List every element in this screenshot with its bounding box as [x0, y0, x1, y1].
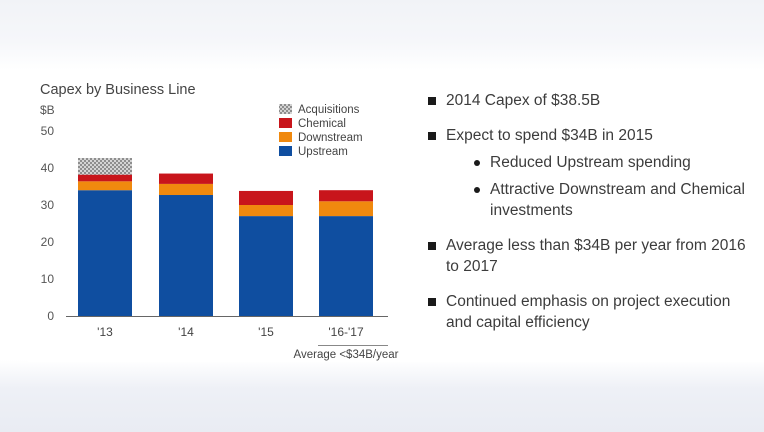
y-tick-label: 10 — [41, 272, 55, 286]
bullet-item: 2014 Capex of $38.5B — [424, 90, 754, 111]
bullet-item: Continued emphasis on project execution … — [424, 291, 754, 333]
legend-label-upstream: Upstream — [298, 146, 348, 158]
x-tick-label: '13 — [97, 325, 113, 339]
x-tick-label: '14 — [178, 325, 194, 339]
chart-title: Capex by Business Line — [40, 82, 196, 98]
bar-chemical-1 — [159, 173, 213, 184]
bullet-text: Expect to spend $34B in 2015 — [446, 127, 653, 144]
key-points: 2014 Capex of $38.5B Expect to spend $34B… — [424, 90, 754, 347]
sub-bullet-list: Reduced Upstream spending Attractive Down… — [446, 152, 754, 221]
bullet-text: 2014 Capex of $38.5B — [446, 92, 601, 109]
legend-label-chemical: Chemical — [298, 118, 346, 130]
y-tick-label: 0 — [47, 309, 54, 323]
bottom-background-band — [0, 360, 764, 432]
bullet-item: Average less than $34B per year from 201… — [424, 235, 754, 277]
bar-downstream-1 — [159, 183, 213, 196]
x-tick-label: '15 — [258, 325, 274, 339]
legend-swatch-chemical — [279, 118, 292, 128]
bar-chemical-3 — [319, 190, 373, 202]
legend-swatch-upstream — [279, 146, 292, 156]
bar-chemical-2 — [239, 190, 293, 205]
bar-upstream-3 — [319, 216, 373, 316]
bar-acquisitions-0 — [78, 158, 132, 175]
y-tick-label: 40 — [41, 161, 55, 175]
bullet-text: Continued emphasis on project execution … — [446, 293, 731, 331]
y-tick-label: 20 — [41, 235, 55, 249]
slide-panel — [28, 70, 764, 362]
bullet-text: Average less than $34B per year from 201… — [446, 237, 746, 275]
capex-chart: Acquisitions Chemical Downstream Upstream C… — [40, 82, 399, 361]
y-axis-label: $B — [40, 103, 55, 117]
legend-swatch-downstream — [279, 132, 292, 142]
legend-swatch-acquisitions — [279, 104, 292, 114]
y-tick-label: 50 — [41, 124, 55, 138]
bar-chemical-0 — [78, 174, 132, 182]
bar-downstream-0 — [78, 181, 132, 191]
bar-upstream-0 — [78, 190, 132, 316]
bar-downstream-3 — [319, 201, 373, 217]
sub-bullet-item: Attractive Downstream and Chemical inves… — [446, 179, 754, 221]
bullet-item: Expect to spend $34B in 2015 Reduced Upst… — [424, 125, 754, 221]
sub-bullet-item: Reduced Upstream spending — [446, 152, 754, 173]
annotation-text: Average <$34B/year — [294, 349, 399, 361]
x-tick-label: '16-'17 — [328, 325, 364, 339]
legend-label-acquisitions: Acquisitions — [298, 104, 360, 116]
y-tick-label: 30 — [41, 198, 55, 212]
bar-downstream-2 — [239, 205, 293, 217]
top-background-band — [0, 0, 764, 70]
bar-upstream-2 — [239, 216, 293, 316]
legend-label-downstream: Downstream — [298, 132, 363, 144]
bar-upstream-1 — [159, 195, 213, 316]
